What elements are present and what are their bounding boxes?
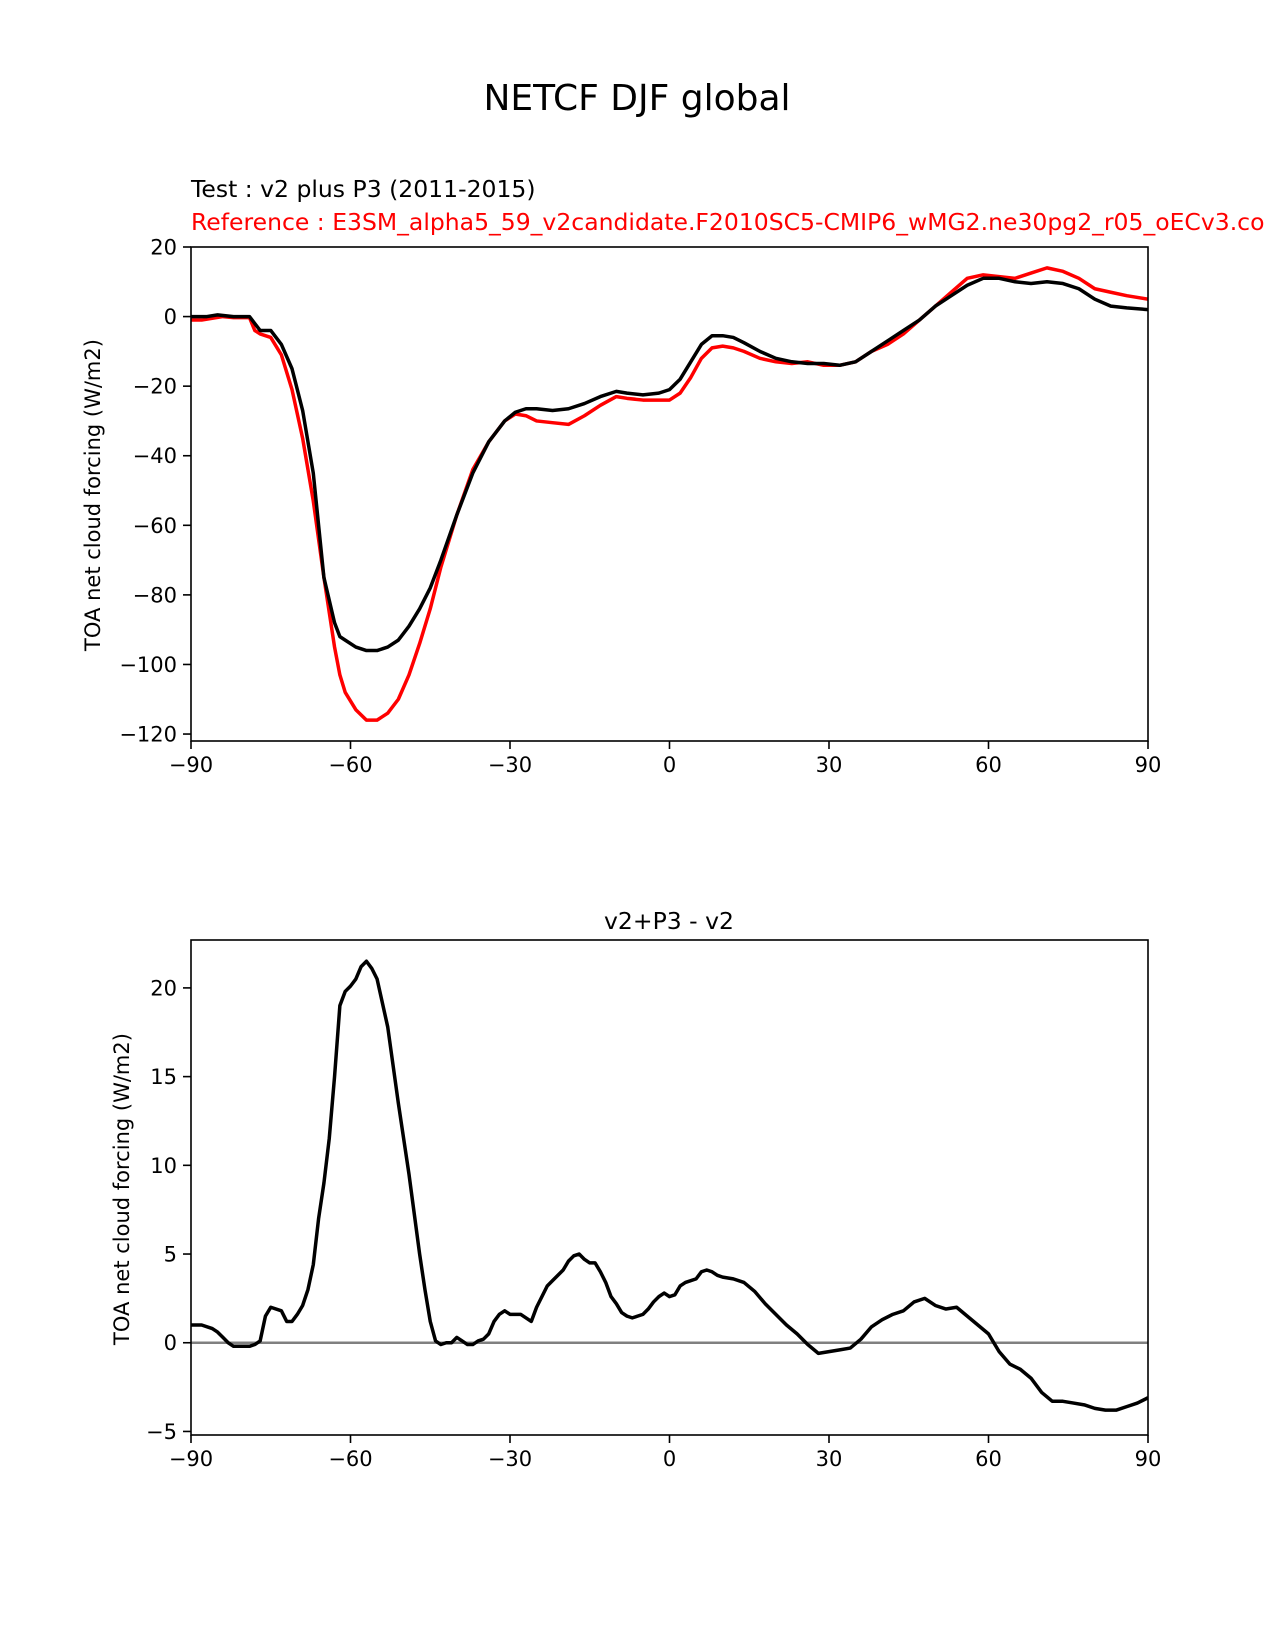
y-tick-label: −60 [133,514,177,538]
y-tick-label: 20 [150,976,177,1000]
x-tick-label: 30 [816,753,843,777]
y-tick-label: −5 [146,1420,177,1444]
figure-title: NETCF DJF global [483,78,790,119]
x-tick-label: −60 [328,753,372,777]
top-chart-panel: Test : v2 plus P3 (2011-2015) Reference … [81,175,1264,777]
x-tick-label: 90 [1135,753,1162,777]
x-tick-label: −60 [328,1447,372,1471]
x-tick-label: −90 [169,753,213,777]
difference-series-line [191,959,1148,1412]
x-tick-label: 0 [663,1447,676,1471]
y-tick-label: 10 [150,1154,177,1178]
bottom-plot-area: −90 −60 −30 0 30 60 90 20 15 10 5 0 −5 [146,939,1162,1471]
reference-label: Reference : E3SM_alpha5_59_v2candidate.F… [191,208,1264,236]
x-tick-label: −30 [488,753,532,777]
x-tick-label: −90 [169,1447,213,1471]
y-tick-label: −80 [133,583,177,607]
x-tick-label: 90 [1135,1447,1162,1471]
x-tick-label: 0 [663,753,676,777]
y-tick-label: 0 [164,305,177,329]
top-plot-area: −90 −60 −30 0 30 60 90 20 0 −20 −40 −60 −80 −100 −120 [119,236,1161,778]
reference-series-line [191,266,1148,722]
y-tick-label: 5 [164,1243,177,1267]
plot-frame [190,246,1149,742]
x-tick-label: −30 [488,1447,532,1471]
x-tick-label: 60 [975,1447,1002,1471]
y-tick-label: 15 [150,1065,177,1089]
test-series-line [191,276,1148,653]
plot-frame [190,939,1149,1436]
top-y-axis-label: TOA net cloud forcing (W/m2) [81,339,105,652]
y-tick-label: −120 [119,723,177,747]
y-tick-label: 0 [164,1331,177,1355]
x-tick-label: 30 [816,1447,843,1471]
y-tick-label: −40 [133,444,177,468]
y-tick-label: 20 [150,236,177,260]
y-tick-label: −100 [119,653,177,677]
y-tick-label: −20 [133,375,177,399]
test-label: Test : v2 plus P3 (2011-2015) [190,175,536,203]
bottom-chart-title: v2+P3 - v2 [604,907,734,935]
bottom-y-axis-label: TOA net cloud forcing (W/m2) [110,1033,134,1346]
x-tick-label: 60 [975,753,1002,777]
bottom-chart-panel: v2+P3 - v2 TOA net cloud forcing (W/m2) … [110,907,1161,1471]
